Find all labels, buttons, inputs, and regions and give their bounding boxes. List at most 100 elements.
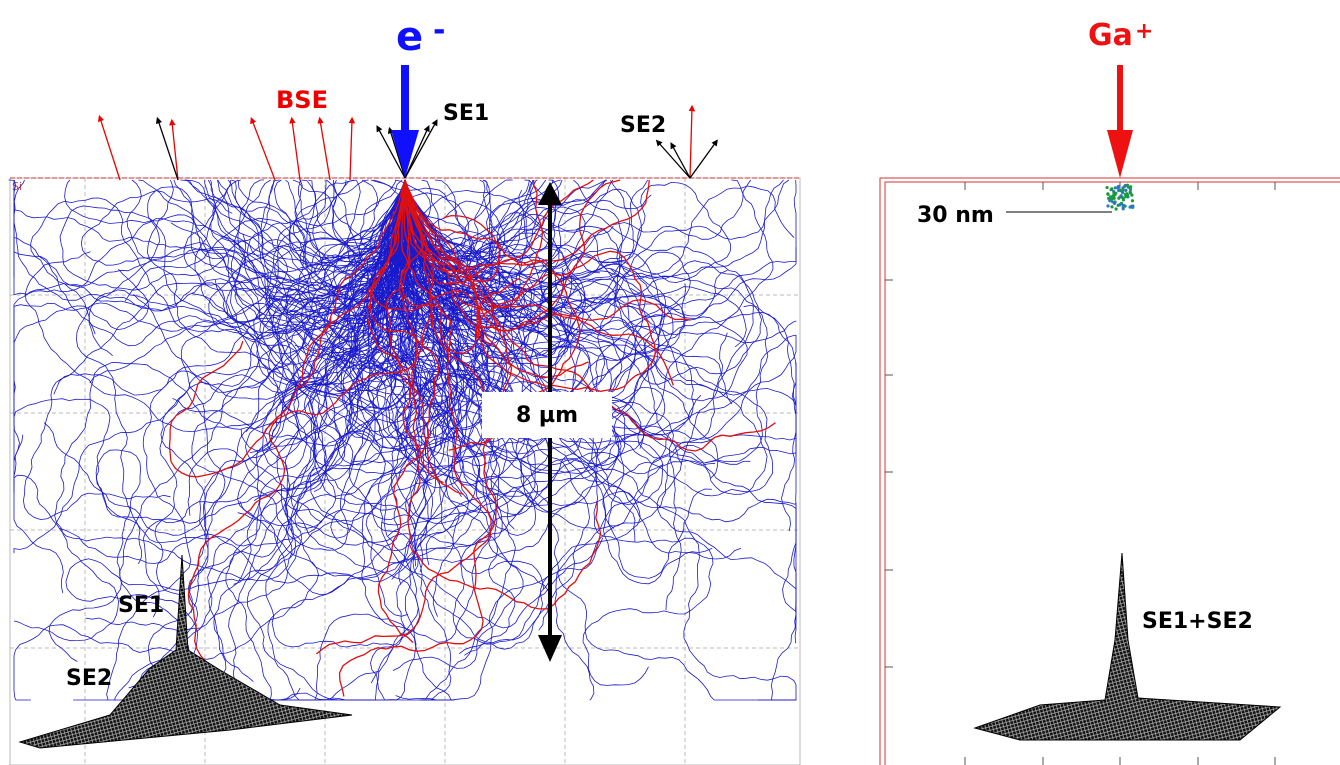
size-label: 30 nm: [917, 203, 994, 228]
trajectory: [337, 179, 512, 450]
exit-arrow: [404, 125, 430, 179]
cascade-dot: [1120, 195, 1125, 200]
bse-trajectory: [404, 179, 776, 452]
bse-trajectory: [398, 179, 602, 610]
exit-arrow: [655, 139, 691, 179]
trajectory: [404, 179, 516, 699]
cascade-dot: [1124, 188, 1128, 192]
exit-arrow: [169, 118, 179, 181]
trajectory: [404, 179, 748, 402]
cascade-dot: [1120, 190, 1125, 194]
trajectory: [404, 179, 691, 332]
exit-arrow: [289, 116, 301, 181]
exit-arrow: [688, 104, 696, 179]
exit-arrow: [155, 116, 179, 181]
cascade-dot: [1113, 186, 1117, 190]
depth-label: 8 µm: [516, 403, 578, 428]
trajectory: [404, 179, 762, 427]
cascade-dot: [1106, 204, 1110, 208]
cascade-dot: [1114, 191, 1118, 195]
panel-frame-inner: [884, 181, 1340, 765]
trajectory: [404, 179, 790, 331]
cascade-dot: [1114, 207, 1118, 211]
exit-arrow: [348, 116, 356, 181]
trajectory: [404, 179, 549, 514]
trajectory: [194, 179, 450, 467]
profile-se1-label: SE1: [118, 593, 164, 618]
beam-label: e: [396, 14, 423, 60]
cascade-dot: [1111, 200, 1115, 204]
trajectory: [230, 179, 406, 334]
trajectory: [88, 179, 470, 335]
cascade-dot: [1110, 205, 1114, 209]
trajectory: [89, 179, 406, 384]
trajectory: [13, 179, 406, 642]
se-profile-surface: [973, 552, 1282, 741]
trajectory: [229, 179, 432, 485]
bse-trajectory: [297, 179, 406, 389]
trajectory: [288, 179, 406, 343]
cascade-dot: [1128, 187, 1133, 192]
bse-trajectory: [404, 179, 506, 404]
material-label: Si: [12, 180, 22, 193]
trajectory: [191, 179, 447, 551]
exit-arrow: [689, 139, 718, 179]
trajectory: [301, 179, 492, 701]
se2-label: SE2: [620, 113, 666, 138]
trajectory: [24, 179, 406, 432]
trajectory: [13, 179, 419, 523]
cascade-dot: [1105, 185, 1109, 190]
bse-trajectory: [385, 179, 464, 495]
trajectory: [403, 179, 641, 701]
left-panel: Si e - BSE SE1 SE2 8 µm SE1 SE2: [8, 13, 801, 765]
cascade-dot: [1125, 193, 1130, 197]
exit-arrow: [97, 114, 121, 181]
cascade-dot: [1130, 199, 1135, 203]
cascade-dot: [1130, 204, 1134, 208]
trajectory: [124, 179, 406, 302]
trajectory: [13, 179, 412, 297]
trajectory: [276, 179, 516, 656]
bse-trajectory: [168, 179, 406, 478]
cascade-dot: [1121, 207, 1125, 211]
cascade-dot: [1128, 190, 1132, 194]
ion-cascade: [1105, 183, 1135, 211]
exit-arrow: [317, 116, 331, 181]
depth-label-box: [482, 392, 612, 438]
trajectory: [292, 179, 406, 261]
trajectory: [404, 179, 636, 542]
cascade-dot: [1129, 185, 1133, 189]
cascade-dot: [1121, 203, 1126, 207]
bse-trajectory: [404, 179, 501, 283]
trajectory: [373, 179, 487, 362]
bse-trajectory: [187, 179, 434, 677]
exit-arrow: [404, 119, 438, 179]
trajectory: [73, 179, 410, 701]
trajectory: [133, 179, 406, 393]
trajectory: [400, 179, 719, 479]
trajectory: [325, 179, 751, 629]
trajectory: [246, 179, 411, 701]
beam-charge: -: [433, 13, 445, 48]
beam-charge: +: [1135, 19, 1153, 44]
trajectory: [330, 179, 515, 552]
beam-label: Ga: [1088, 18, 1133, 53]
se1-label: SE1: [443, 101, 489, 126]
exit-arrow: [670, 142, 691, 179]
trajectory: [240, 179, 441, 452]
se-profile-surface: [18, 554, 353, 749]
cascade-dot: [1109, 197, 1113, 201]
right-panel: Ga + 30 nm SE1+SE2: [879, 18, 1340, 765]
exit-arrow: [387, 126, 406, 179]
trajectory: [13, 179, 410, 409]
trajectory: [301, 179, 448, 290]
trajectory: [400, 179, 598, 506]
trajectory: [385, 179, 454, 617]
profile-se2-label: SE2: [66, 666, 112, 691]
trajectory: [404, 179, 797, 450]
exit-arrow: [250, 116, 276, 181]
trajectory: [402, 179, 797, 508]
bse-trajectory: [369, 179, 439, 644]
trajectory: [76, 179, 407, 565]
